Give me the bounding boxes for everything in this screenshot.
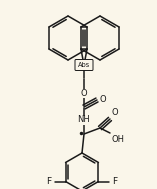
- Text: O: O: [81, 88, 87, 98]
- Text: Abs: Abs: [78, 62, 90, 68]
- Text: NH: NH: [78, 115, 90, 125]
- Text: O: O: [99, 94, 106, 104]
- Text: OH: OH: [111, 135, 124, 144]
- Text: F: F: [46, 177, 51, 186]
- Text: F: F: [112, 177, 118, 186]
- Text: O: O: [111, 108, 118, 117]
- FancyBboxPatch shape: [75, 60, 93, 70]
